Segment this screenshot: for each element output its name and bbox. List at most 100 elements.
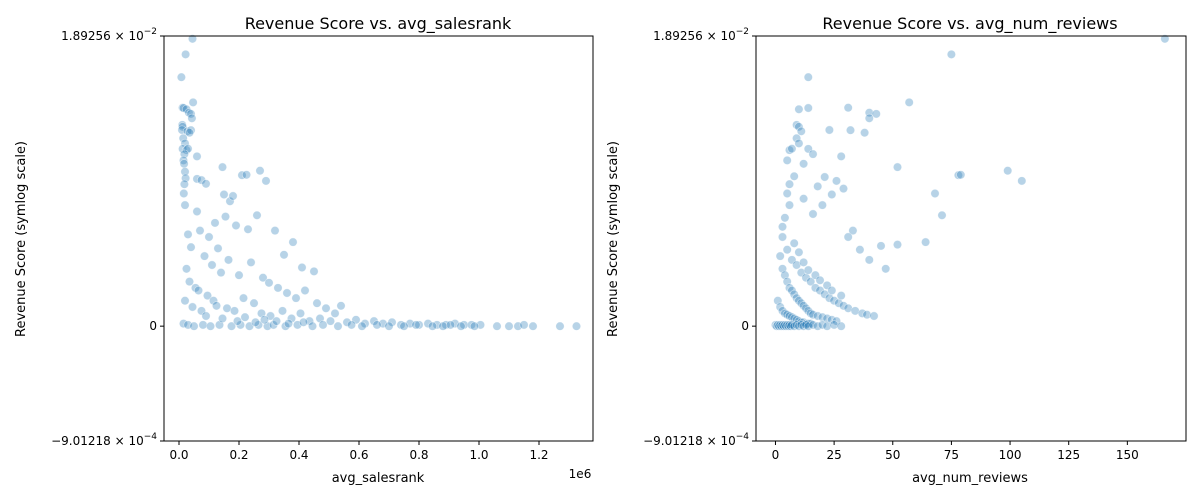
data-point (282, 288, 292, 298)
data-point (286, 313, 296, 323)
data-point (820, 289, 830, 299)
data-point (233, 316, 243, 326)
data-point (794, 247, 804, 257)
data-point (210, 218, 220, 228)
data-point (780, 213, 790, 223)
data-point (176, 72, 186, 82)
data-point (252, 210, 262, 220)
y-tick-label: 1.89256 × 10−2 (61, 27, 157, 43)
data-point (813, 181, 823, 191)
data-point (519, 320, 529, 330)
data-point (277, 306, 287, 316)
data-point (295, 308, 305, 318)
chart-title: Revenue Score vs. avg_salesrank (245, 14, 512, 34)
x-tick-label: 150 (1116, 448, 1139, 462)
data-point (197, 175, 207, 185)
data-point (820, 172, 830, 182)
data-point (336, 301, 346, 311)
data-point (836, 291, 846, 301)
data-point (827, 285, 837, 295)
data-point (254, 320, 264, 330)
data-point (843, 303, 853, 313)
data-point (230, 306, 240, 316)
data-point (817, 200, 827, 210)
data-point (224, 255, 234, 265)
data-point (848, 226, 858, 236)
y-tick-label: −9.01218 × 10−4 (643, 432, 749, 448)
data-point (799, 301, 809, 311)
data-point (782, 320, 792, 330)
data-point (423, 319, 433, 329)
data-point (831, 176, 841, 186)
data-point (360, 319, 370, 329)
data-point (836, 151, 846, 161)
data-point (234, 270, 244, 280)
data-point (372, 320, 382, 330)
data-point (231, 221, 241, 231)
data-point (192, 174, 202, 184)
data-point (197, 306, 207, 316)
data-point (218, 313, 228, 323)
data-point (892, 240, 902, 250)
x-axis-ticks: 0.0 0.2 0.4 0.6 0.8 1.0 1.2 (169, 441, 549, 462)
data-point (195, 226, 205, 236)
y-tick-label: 0 (149, 319, 157, 333)
data-point (179, 155, 189, 165)
data-point (492, 321, 502, 331)
data-point (799, 159, 809, 169)
data-point (222, 303, 232, 313)
data-point (200, 251, 210, 261)
data-point (182, 264, 192, 274)
data-point (850, 306, 860, 316)
data-point (808, 149, 818, 159)
subplot-num-reviews: Revenue Score vs. avg_num_reviews 0 25 50 7… (606, 14, 1187, 486)
data-point (194, 285, 204, 295)
data-point (179, 159, 189, 169)
data-point (555, 321, 565, 331)
y-tick-label: −9.01218 × 10−4 (51, 432, 157, 448)
data-point (297, 262, 307, 272)
data-point (283, 319, 293, 329)
data-point (298, 317, 308, 327)
data-point (242, 170, 252, 180)
data-point (810, 283, 820, 293)
y-axis-ticks: −9.01218 × 10−4 0 1.89256 × 10−2 (643, 27, 756, 448)
data-point (180, 138, 190, 148)
data-point (827, 190, 837, 200)
data-point (209, 296, 219, 306)
scatter-points (176, 34, 581, 331)
x-tick-label: 100 (999, 448, 1022, 462)
data-point (185, 277, 195, 287)
data-point (270, 226, 280, 236)
data-point (782, 189, 792, 199)
data-point (318, 320, 328, 330)
data-point (881, 264, 891, 274)
data-point (782, 155, 792, 165)
y-axis-label: Revenue Score (symlog scale) (606, 141, 621, 337)
data-point (904, 97, 914, 107)
data-point (178, 133, 188, 143)
data-point (784, 145, 794, 155)
data-point (777, 306, 787, 316)
data-point (438, 321, 448, 331)
data-point (228, 191, 238, 201)
data-point (427, 321, 437, 331)
x-tick-label: 50 (885, 448, 900, 462)
data-point (307, 321, 317, 331)
data-point (188, 302, 198, 312)
data-point (792, 133, 802, 143)
data-point (212, 301, 222, 311)
data-point (243, 224, 253, 234)
data-point (445, 320, 455, 330)
x-tick-label: 0.4 (289, 448, 308, 462)
data-point (179, 179, 189, 189)
data-point (333, 321, 343, 331)
data-point (201, 311, 211, 321)
data-point (775, 251, 785, 261)
data-point (246, 257, 256, 267)
data-point (264, 278, 274, 288)
data-point (946, 49, 956, 59)
data-point (309, 266, 319, 276)
data-point (456, 321, 466, 331)
data-point (342, 317, 352, 327)
